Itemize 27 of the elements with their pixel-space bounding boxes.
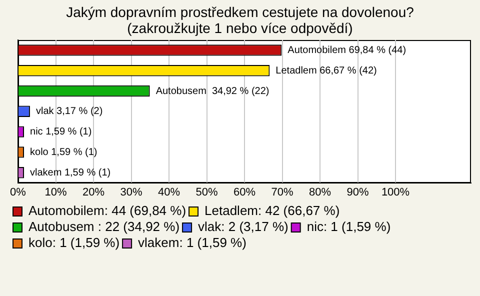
chart-title: Jakým dopravním prostředkem cestujete na dovolenou? (65, 4, 415, 20)
legend-label: Automobilem: 44 (69,84 %) (28, 203, 186, 218)
chart-subtitle: (zakroužkujte 1 nebo více odpovědí) (126, 20, 354, 36)
x-tick-label: 60% (233, 186, 256, 198)
x-tick-label: 40% (158, 186, 180, 198)
data-label: Letadlem 66,67 % (42) (276, 65, 377, 76)
x-tick-label: 50% (196, 186, 218, 198)
legend-label: Autobusem : 22 (34,92 %) (28, 219, 180, 234)
legend-label: nic: 1 (1,59 %) (306, 219, 391, 234)
x-tick-label: 70% (271, 186, 294, 198)
x-tick-label: 80% (308, 186, 332, 198)
data-label: Autobusem 34,92 % (22) (156, 86, 270, 97)
legend-label: kolo: 1 (1,59 %) (28, 235, 120, 250)
x-tick-label: 20% (82, 186, 105, 198)
legend-label: vlak: 2 (3,17 %) (198, 219, 288, 234)
x-tick-label: 100% (381, 186, 410, 198)
data-label: kolo 1,59 % (1) (30, 146, 98, 158)
x-tick-label: 0% (10, 186, 26, 198)
x-tick-label: 90% (346, 186, 369, 198)
x-tick-label: 10% (44, 186, 67, 198)
data-label: vlak 3,17 % (2) (36, 106, 103, 118)
x-tick-label: 30% (120, 186, 142, 198)
data-label: Automobilem 69,84 % (44) (288, 44, 406, 56)
legend-label: Letadlem: 42 (66,67 %) (204, 203, 340, 218)
data-label: vlakem 1,59 % (1) (30, 167, 111, 178)
data-label: nic 1,59 % (1) (30, 126, 92, 138)
legend-label: vlakem: 1 (1,59 %) (138, 235, 246, 250)
